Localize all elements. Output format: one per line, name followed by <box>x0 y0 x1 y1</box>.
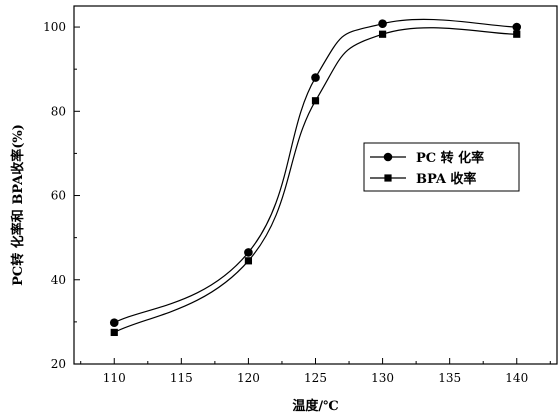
series-line-1 <box>113 18 517 324</box>
y-tick-label: 40 <box>51 273 66 287</box>
series-layer <box>109 18 522 337</box>
y-tick-label: 60 <box>51 189 66 203</box>
data-point-square <box>378 30 387 38</box>
legend-box <box>363 142 520 192</box>
data-point-square <box>110 328 118 337</box>
x-tick-label: 130 <box>371 371 394 385</box>
data-point-square <box>513 30 521 38</box>
data-point-square <box>311 97 320 105</box>
data-point-circle <box>109 318 119 328</box>
data-point-circle <box>311 73 320 82</box>
data-point-circle <box>512 22 522 32</box>
x-axis-title: 温度/℃ <box>292 398 338 414</box>
y-axis: 20 40 60 80 100 <box>43 20 80 371</box>
y-axis-title: PC转 化率和 BPA收率(%) <box>10 124 26 286</box>
series-line-2 <box>113 27 517 333</box>
legend: PC 转 化率 BPA 收率 <box>363 142 520 192</box>
y-tick-label: 100 <box>43 20 66 34</box>
x-tick-label: 115 <box>170 371 193 385</box>
data-point-circle <box>244 248 253 257</box>
x-tick-label: 120 <box>237 371 260 385</box>
x-axis: 110 115 120 125 130 135 140 <box>80 358 551 385</box>
data-point-square <box>244 257 253 265</box>
legend-marker-square <box>384 174 392 182</box>
x-tick-label: 125 <box>304 371 327 385</box>
y-tick-label: 80 <box>51 104 66 118</box>
legend-marker-circle <box>383 152 393 162</box>
data-point-circle <box>378 19 387 28</box>
x-tick-label: 140 <box>505 371 528 385</box>
legend-label: PC 转 化率 <box>416 150 484 166</box>
x-tick-label: 110 <box>103 371 126 385</box>
legend-label: BPA 收率 <box>416 171 476 187</box>
x-tick-label: 135 <box>438 371 461 385</box>
y-tick-label: 20 <box>51 357 66 371</box>
